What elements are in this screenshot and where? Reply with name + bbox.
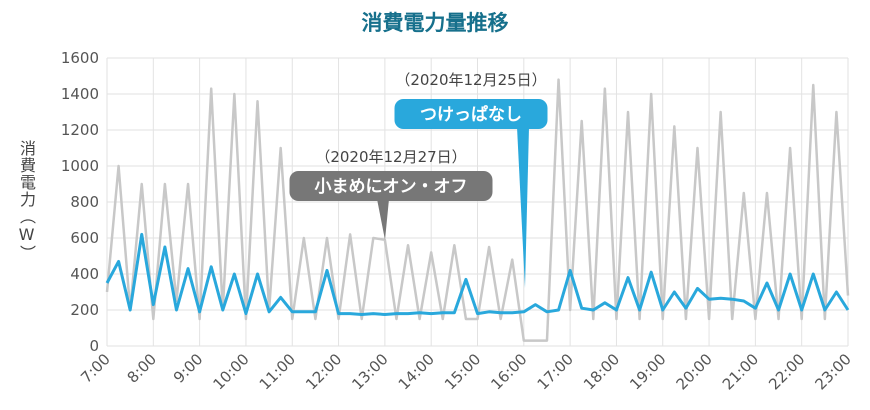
x-tick-label: 12:00 (302, 350, 345, 393)
callout-text: つけっぱなし (420, 104, 522, 125)
x-tick-label: 21:00 (719, 350, 762, 393)
chart-title: 消費電力量推移 (362, 11, 509, 35)
x-tick-label: 16:00 (487, 350, 530, 393)
y-tick-label: 400 (70, 265, 99, 283)
x-tick-label: 9:00 (170, 350, 207, 387)
y-tick-label: 600 (70, 229, 99, 247)
x-tick-label: 18:00 (580, 350, 623, 393)
callout-date: （2020年12月27日） (315, 148, 466, 166)
x-tick-label: 13:00 (348, 350, 391, 393)
series-line (105, 78, 850, 342)
y-tick-label: 1200 (61, 121, 99, 139)
callout-box (394, 99, 548, 129)
x-tick-label: 11:00 (256, 350, 299, 393)
callout-text: 小まめにオン・オフ (315, 177, 468, 197)
y-tick-label: 1400 (61, 85, 99, 103)
x-tick-label: 14:00 (395, 350, 438, 393)
x-tick-label: 10:00 (209, 350, 252, 393)
x-tick-label: 23:00 (812, 350, 855, 393)
callout-date: （2020年12月25日） (395, 71, 546, 89)
y-tick-label: 800 (70, 193, 99, 211)
callout-pointer (377, 199, 389, 240)
series-line (105, 232, 850, 316)
y-tick-label: 0 (89, 337, 99, 355)
callout-pointer (517, 127, 529, 288)
y-axis-label: 消費電力（W） (17, 140, 36, 262)
x-tick-label: 8:00 (124, 350, 161, 387)
x-tick-label: 7:00 (77, 350, 114, 387)
x-tick-label: 19:00 (626, 350, 669, 393)
x-tick-label: 15:00 (441, 350, 484, 393)
x-tick-label: 17:00 (534, 350, 577, 393)
x-tick-label: 22:00 (765, 350, 808, 393)
y-tick-label: 1600 (61, 49, 99, 67)
callout-box (289, 171, 493, 201)
y-tick-label: 200 (70, 301, 99, 319)
y-tick-label: 1000 (61, 157, 99, 175)
x-tick-label: 20:00 (673, 350, 716, 393)
